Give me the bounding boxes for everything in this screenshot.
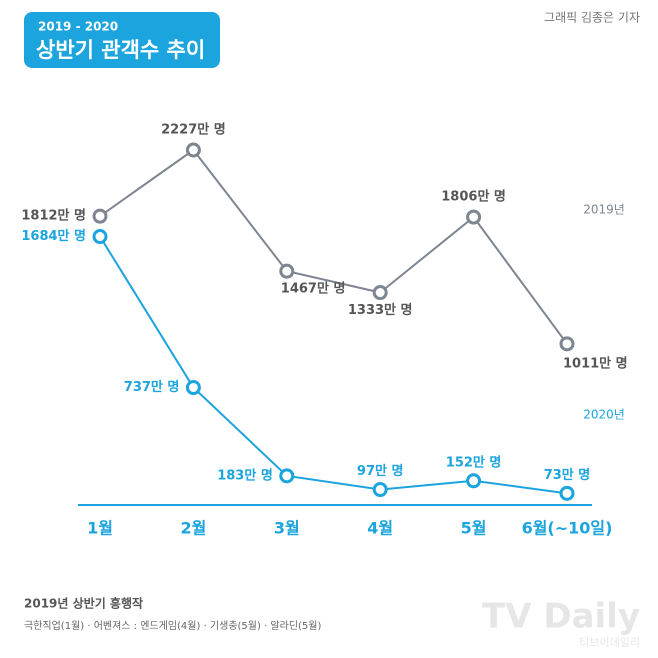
line (99, 148, 568, 345)
marker (466, 209, 482, 225)
footnote: 극한직업(1월) · 어벤져스 : 엔드게임(4월) · 기생충(5월) · 알… (24, 619, 321, 632)
x-tick-label: 3월 (274, 519, 300, 538)
marker (185, 380, 201, 396)
marker (279, 468, 295, 484)
marker (185, 142, 201, 158)
value-label: 73만 명 (544, 467, 591, 483)
value-label: 183만 명 (217, 467, 273, 483)
x-tick-label: 2월 (180, 519, 206, 538)
footnote-title: 2019년 상반기 흥행작 (24, 596, 143, 611)
x-tick-label: 1월 (87, 519, 113, 538)
x-tick-label: 4월 (367, 519, 393, 538)
value-label: 97만 명 (357, 463, 404, 479)
series-name: 2020년 (583, 408, 625, 422)
marker (92, 208, 108, 224)
value-label: 1684만 명 (21, 228, 86, 244)
value-label: 1812만 명 (21, 208, 86, 224)
x-tick-label: 5월 (461, 519, 487, 538)
credit: 그래픽 김종은 기자 (544, 11, 640, 25)
marker (466, 473, 482, 489)
value-label: 1806만 명 (441, 189, 506, 205)
marker (559, 485, 575, 501)
value-label: 737만 명 (124, 379, 180, 395)
value-label: 1467만 명 (281, 281, 346, 297)
value-label: 152만 명 (446, 454, 502, 470)
marker (372, 285, 388, 301)
x-tick-label: 6월(~10일) (522, 519, 613, 538)
value-label: 1333만 명 (348, 302, 413, 318)
series-name: 2019년 (583, 203, 625, 217)
marker (92, 229, 108, 245)
title-badge (24, 12, 220, 68)
badge-years: 2019 - 2020 (38, 20, 118, 34)
value-label: 1011만 명 (563, 355, 628, 371)
chart-title: 상반기 관객수 추이 (36, 38, 205, 62)
marker (559, 336, 575, 352)
watermark-sub: 티브이데일리 (579, 635, 640, 649)
marker (372, 482, 388, 498)
value-label: 2227만 명 (161, 122, 226, 138)
line (99, 236, 568, 495)
marker (279, 263, 295, 279)
watermark: TV Daily (482, 597, 640, 637)
